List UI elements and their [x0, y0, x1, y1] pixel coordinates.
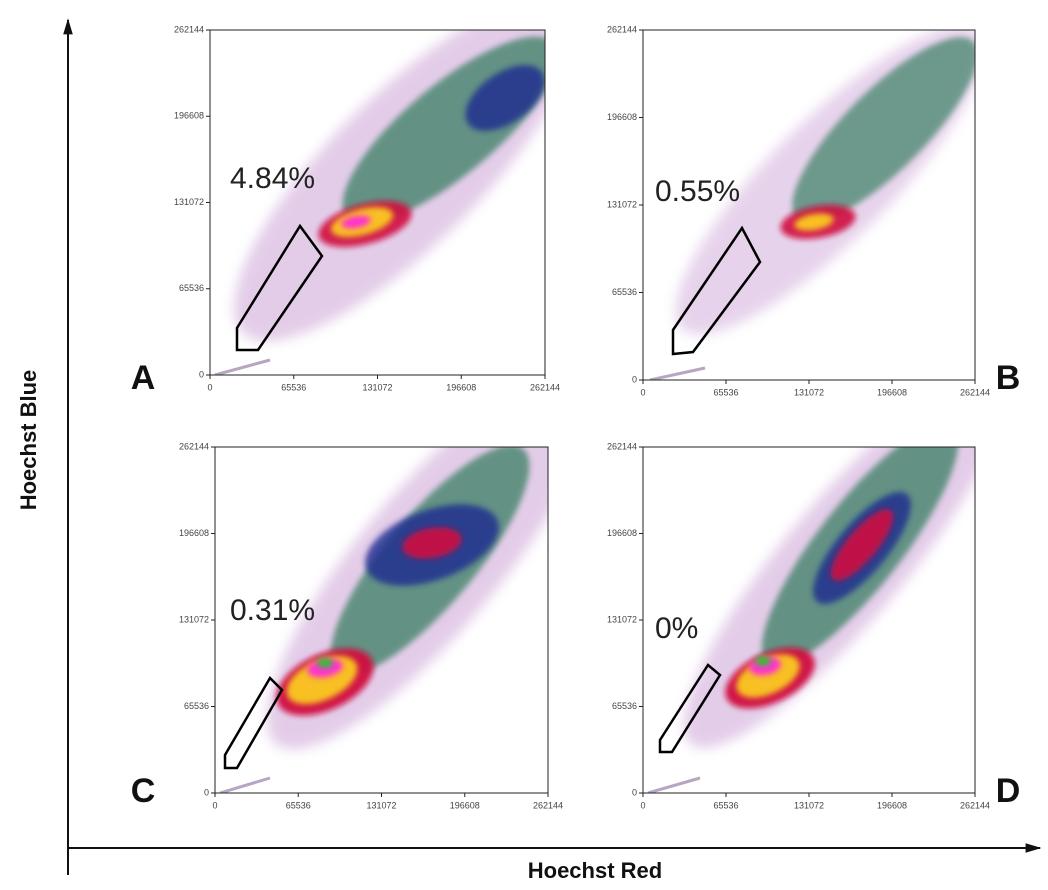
gate: [671, 225, 762, 356]
y-tick-label: 0: [632, 787, 637, 797]
x-tick-label: 131072: [362, 382, 392, 392]
y-tick-label: 0: [632, 374, 637, 384]
panel: 0 65536 131072 196608 262144 0 65536 131072 1966…: [131, 441, 563, 810]
debris-tail: [219, 776, 271, 793]
density-cloud: [649, 30, 975, 380]
x-tick-label: 131072: [794, 387, 824, 397]
x-tick-label: 65536: [713, 387, 738, 397]
x-tick-label: 0: [640, 800, 645, 810]
y-tick-label: 131072: [179, 614, 209, 624]
y-tick-label: 262144: [174, 24, 204, 34]
y-tick-label: 65536: [179, 283, 204, 293]
x-tick-label: 131072: [366, 800, 396, 810]
density-region: [755, 656, 771, 666]
density-region: [830, 509, 894, 581]
gate-percentage: 0%: [655, 612, 698, 645]
y-tick-label: 196608: [174, 111, 204, 121]
gate: [235, 223, 324, 352]
x-tick-label: 196608: [446, 382, 476, 392]
y-tick-label: 262144: [607, 441, 637, 451]
y-tick-label: 65536: [612, 287, 637, 297]
x-tick-label: 196608: [877, 387, 907, 397]
x-tick-label: 0: [212, 800, 217, 810]
x-tick-label: 262144: [533, 800, 563, 810]
x-tick-label: 65536: [281, 382, 306, 392]
gate: [658, 663, 722, 754]
panel: 0 65536 131072 196608 262144 0 65536 131072 1966…: [131, 24, 560, 397]
density-region: [402, 527, 462, 559]
debris-tail: [214, 358, 271, 375]
density-region: [465, 65, 545, 131]
panel: 0 65536 131072 196608 262144 0 65536 131072 1966…: [607, 441, 1021, 810]
density-cloud: [219, 447, 548, 793]
gate: [223, 675, 284, 770]
y-tick-label: 131072: [174, 197, 204, 207]
gate-percentage: 0.31%: [230, 594, 315, 627]
panel: 0 65536 131072 196608 262144 0 65536 131072 1966…: [607, 24, 1021, 397]
x-axis-title: Hoechst Red: [528, 858, 662, 883]
x-tick-label: 196608: [877, 800, 907, 810]
gate-percentage: 0.55%: [655, 175, 740, 208]
y-tick-label: 196608: [607, 528, 637, 538]
y-tick-label: 196608: [607, 112, 637, 122]
panel-letter: B: [996, 359, 1021, 397]
y-tick-label: 262144: [179, 441, 209, 451]
x-tick-label: 65536: [286, 800, 311, 810]
density-cloud: [214, 30, 545, 375]
x-tick-label: 262144: [530, 382, 560, 392]
y-tick-label: 196608: [179, 528, 209, 538]
x-tick-label: 0: [640, 387, 645, 397]
x-tick-label: 196608: [450, 800, 480, 810]
panel-letter: C: [131, 772, 156, 810]
density-region: [317, 658, 333, 668]
y-axis-title: Hoechst Blue: [16, 370, 41, 511]
x-tick-label: 65536: [713, 800, 738, 810]
x-tick-label: 0: [207, 382, 212, 392]
y-tick-label: 65536: [612, 701, 637, 711]
panel-letter: D: [996, 772, 1021, 810]
debris-tail: [647, 776, 701, 793]
y-tick-label: 131072: [607, 614, 637, 624]
density-region: [794, 213, 834, 231]
y-tick-label: 0: [199, 369, 204, 379]
x-tick-label: 131072: [794, 800, 824, 810]
x-tick-label: 262144: [960, 387, 990, 397]
y-tick-label: 262144: [607, 24, 637, 34]
y-tick-label: 65536: [184, 701, 209, 711]
x-tick-label: 262144: [960, 800, 990, 810]
density-region: [792, 37, 975, 223]
y-tick-label: 0: [204, 787, 209, 797]
density-region: [341, 215, 371, 229]
panel-letter: A: [131, 359, 156, 397]
y-tick-label: 131072: [607, 199, 637, 209]
debris-tail: [649, 366, 706, 380]
gate-percentage: 4.84%: [230, 162, 315, 195]
density-cloud: [647, 447, 975, 793]
